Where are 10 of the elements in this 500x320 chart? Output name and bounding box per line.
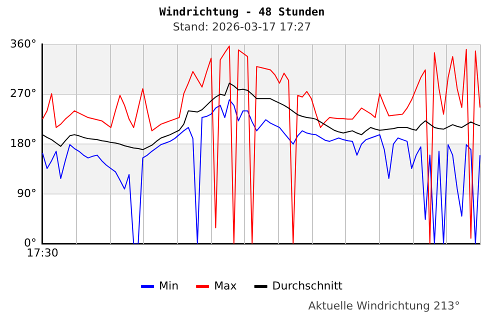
text: Aktuelle Windrichtung 213° [308, 299, 460, 312]
chart-subtitle: Stand: 2026-03-17 17:27 [172, 20, 312, 34]
y-tick-label: 90° [16, 186, 36, 200]
y-tick-label: 180° [10, 136, 36, 150]
chart-title: Windrichtung - 48 Stunden [159, 5, 325, 18]
y-tick-label: 360° [10, 37, 36, 50]
legend-label: Max [214, 279, 238, 292]
legend-label: Durchschnitt [272, 279, 344, 292]
y-tick-label: 270° [10, 87, 36, 100]
legend-label: Min [159, 279, 179, 292]
